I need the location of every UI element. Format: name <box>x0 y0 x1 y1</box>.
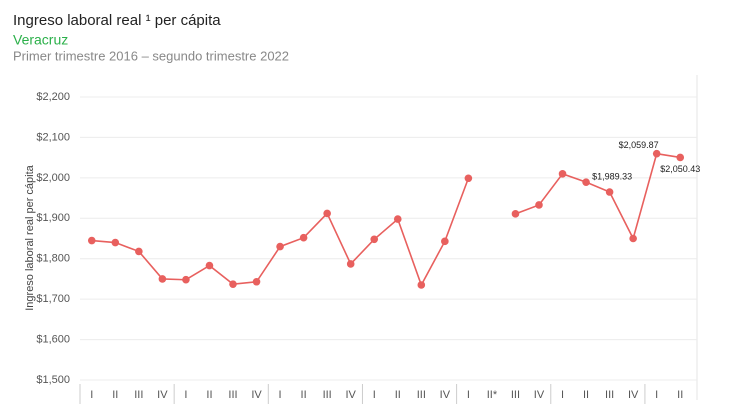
point <box>393 215 402 223</box>
point <box>464 174 473 183</box>
x-tick-label: IV <box>157 389 168 401</box>
point <box>299 233 308 242</box>
x-tick-label: II <box>112 389 118 401</box>
x-tick-label: I <box>561 389 564 401</box>
point <box>229 280 237 288</box>
x-tick-label: IV <box>440 389 451 401</box>
x-tick-label: II* <box>487 389 498 401</box>
y-tick-label: $2,000 <box>36 172 70 184</box>
y-tick-label: $1,600 <box>36 333 70 345</box>
chart-subtitle: Veracruz <box>13 32 68 48</box>
x-tick-label: IV <box>251 389 262 401</box>
point <box>417 281 426 289</box>
y-tick-label: $1,800 <box>36 253 70 265</box>
x-tick-label: II <box>677 389 683 401</box>
x-tick-label: I <box>373 389 376 401</box>
x-tick-label: I <box>184 389 187 401</box>
x-tick-label: IV <box>345 389 356 401</box>
point <box>629 234 637 243</box>
value-label: $2,059.87 <box>619 140 659 150</box>
x-tick-label: IV <box>534 389 545 401</box>
point <box>441 237 449 246</box>
x-tick-label: III <box>511 389 520 401</box>
chart-period: Primer trimestre 2016 – segundo trimestr… <box>13 48 289 63</box>
y-tick-label: $1,500 <box>36 374 70 386</box>
point <box>276 242 284 251</box>
point <box>676 153 685 162</box>
point <box>87 236 96 245</box>
x-tick-label: II <box>583 389 589 401</box>
point <box>652 149 661 158</box>
y-tick-label: $2,200 <box>36 91 70 103</box>
point <box>582 178 590 186</box>
x-tick-label: III <box>323 389 332 401</box>
point <box>135 247 143 256</box>
y-tick-label: $2,100 <box>36 131 70 143</box>
point <box>511 210 520 218</box>
point <box>346 260 355 268</box>
y-axis-label: Ingreso laboral real per cápita <box>24 164 36 310</box>
point <box>111 238 120 247</box>
x-tick-label: II <box>395 389 401 401</box>
x-tick-label: II <box>301 389 307 401</box>
point <box>205 261 214 270</box>
point <box>370 235 379 244</box>
point <box>252 277 261 286</box>
x-tick-label: II <box>206 389 212 401</box>
point <box>558 170 567 178</box>
point <box>605 188 614 196</box>
x-tick-label: I <box>655 389 658 401</box>
x-tick-label: III <box>417 389 426 401</box>
point <box>158 275 167 283</box>
x-tick-label: III <box>134 389 143 401</box>
value-label: $1,989.33 <box>592 172 632 182</box>
x-tick-label: I <box>467 389 470 401</box>
point <box>323 209 331 218</box>
y-tick-label: $1,700 <box>36 293 70 305</box>
x-tick-label: I <box>90 389 93 401</box>
y-tick-label: $1,900 <box>36 212 70 224</box>
x-tick-label: IV <box>628 389 639 401</box>
value-label: $2,050.43 <box>660 164 700 174</box>
x-tick-label: III <box>605 389 614 401</box>
point <box>182 275 190 284</box>
point <box>535 201 543 209</box>
x-tick-label: III <box>228 389 237 401</box>
chart-title: Ingreso laboral real ¹ per cápita <box>13 12 221 29</box>
x-tick-label: I <box>279 389 282 401</box>
